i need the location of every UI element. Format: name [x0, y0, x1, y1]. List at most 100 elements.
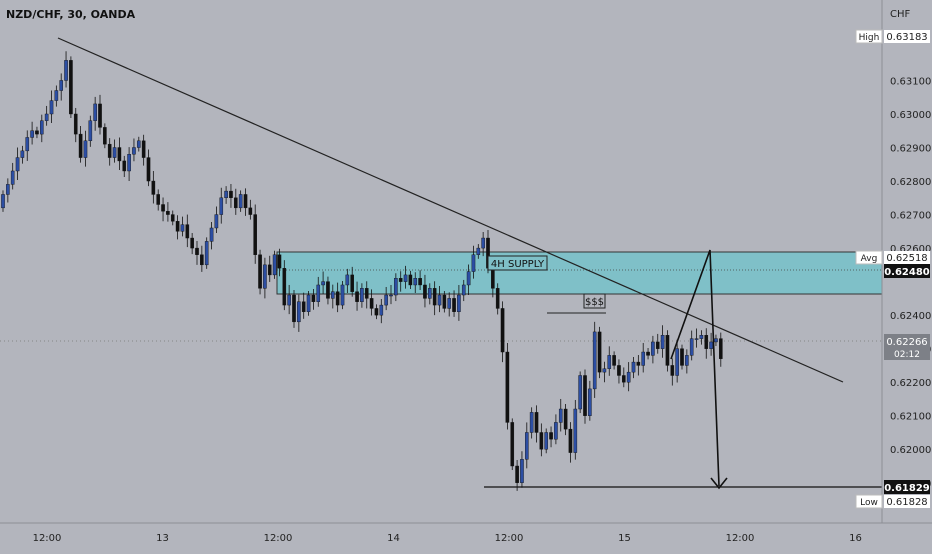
bearish-candle[interactable] — [670, 365, 675, 376]
bearish-candle[interactable] — [452, 298, 456, 312]
bullish-candle[interactable] — [631, 361, 636, 373]
bullish-candle[interactable] — [694, 338, 699, 340]
bullish-candle[interactable] — [127, 154, 131, 172]
bullish-candle[interactable] — [321, 281, 325, 286]
bearish-candle[interactable] — [355, 291, 359, 302]
bullish-candle[interactable] — [413, 278, 418, 286]
bearish-candle[interactable] — [103, 127, 107, 145]
bullish-candle[interactable] — [558, 408, 563, 423]
bearish-candle[interactable] — [432, 288, 437, 306]
bearish-candle[interactable] — [267, 264, 272, 276]
bearish-candle[interactable] — [233, 197, 238, 209]
bullish-candle[interactable] — [544, 432, 548, 450]
bullish-candle[interactable] — [238, 194, 243, 209]
bullish-candle[interactable] — [360, 288, 364, 302]
bearish-candle[interactable] — [107, 143, 112, 158]
bearish-candle[interactable] — [534, 412, 539, 433]
bearish-candle[interactable] — [170, 214, 175, 222]
bullish-candle[interactable] — [457, 294, 461, 312]
bullish-candle[interactable] — [15, 157, 20, 172]
bullish-candle[interactable] — [180, 224, 185, 232]
bullish-candle[interactable] — [714, 338, 718, 343]
bearish-candle[interactable] — [161, 204, 165, 212]
bullish-candle[interactable] — [30, 130, 34, 138]
bullish-candle[interactable] — [394, 278, 398, 296]
bearish-candle[interactable] — [122, 160, 127, 172]
bearish-candle[interactable] — [583, 375, 587, 416]
bullish-candle[interactable] — [306, 294, 311, 312]
bullish-candle[interactable] — [379, 304, 384, 316]
bearish-candle[interactable] — [568, 428, 573, 453]
bearish-candle[interactable] — [350, 274, 355, 292]
bullish-candle[interactable] — [83, 140, 88, 158]
bearish-candle[interactable] — [495, 288, 500, 309]
bullish-candle[interactable] — [573, 408, 578, 453]
time-axis[interactable]: 12:00 13 12:00 14 12:00 15 12:00 16 — [0, 522, 932, 544]
bullish-candle[interactable] — [331, 291, 335, 299]
bullish-candle[interactable] — [529, 412, 534, 433]
bearish-candle[interactable] — [622, 375, 626, 383]
bearish-candle[interactable] — [78, 133, 83, 158]
bullish-candle[interactable] — [476, 247, 481, 255]
bearish-candle[interactable] — [200, 254, 204, 266]
bullish-candle[interactable] — [481, 237, 485, 249]
bullish-candle[interactable] — [88, 120, 93, 142]
bearish-candle[interactable] — [35, 130, 39, 135]
bearish-candle[interactable] — [636, 361, 641, 366]
bullish-candle[interactable] — [44, 113, 49, 121]
bearish-candle[interactable] — [510, 422, 515, 467]
bearish-candle[interactable] — [195, 247, 199, 255]
bullish-candle[interactable] — [689, 338, 694, 356]
bearish-candle[interactable] — [277, 254, 282, 269]
bullish-candle[interactable] — [403, 274, 408, 282]
bullish-candle[interactable] — [578, 375, 582, 410]
bullish-candle[interactable] — [675, 348, 679, 376]
bullish-candle[interactable] — [709, 341, 713, 349]
bullish-candle[interactable] — [64, 60, 68, 81]
bearish-candle[interactable] — [515, 465, 519, 483]
bullish-candle[interactable] — [384, 294, 388, 306]
bearish-candle[interactable] — [680, 348, 684, 366]
bullish-candle[interactable] — [59, 80, 63, 91]
bullish-candle[interactable] — [461, 284, 466, 296]
bearish-candle[interactable] — [146, 157, 151, 182]
bullish-candle[interactable] — [54, 90, 59, 101]
bearish-candle[interactable] — [500, 308, 505, 353]
bullish-candle[interactable] — [112, 147, 117, 158]
bearish-candle[interactable] — [258, 254, 262, 289]
bullish-candle[interactable] — [520, 459, 524, 483]
bearish-candle[interactable] — [243, 194, 248, 209]
bearish-candle[interactable] — [69, 60, 73, 115]
bearish-candle[interactable] — [423, 284, 427, 299]
bearish-candle[interactable] — [292, 294, 296, 323]
bullish-candle[interactable] — [49, 100, 54, 115]
bullish-candle[interactable] — [1, 194, 5, 209]
bearish-candle[interactable] — [364, 288, 369, 299]
bearish-candle[interactable] — [491, 268, 495, 289]
bearish-candle[interactable] — [156, 194, 161, 205]
bullish-candle[interactable] — [214, 214, 219, 229]
bullish-candle[interactable] — [204, 241, 209, 266]
bearish-candle[interactable] — [719, 338, 723, 359]
bullish-candle[interactable] — [626, 371, 631, 383]
bearish-candle[interactable] — [418, 278, 422, 286]
bearish-candle[interactable] — [117, 147, 122, 162]
bullish-candle[interactable] — [588, 388, 592, 416]
bearish-candle[interactable] — [539, 432, 544, 450]
bearish-candle[interactable] — [301, 301, 306, 312]
bullish-candle[interactable] — [660, 335, 665, 349]
projection-path[interactable] — [670, 249, 720, 487]
bullish-candle[interactable] — [40, 120, 44, 135]
bullish-candle[interactable] — [466, 271, 471, 286]
bearish-candle[interactable] — [326, 281, 330, 299]
bullish-candle[interactable] — [602, 368, 607, 373]
bearish-candle[interactable] — [646, 351, 650, 356]
bullish-candle[interactable] — [525, 432, 529, 460]
bearish-candle[interactable] — [141, 140, 146, 158]
bearish-candle[interactable] — [549, 432, 553, 440]
bullish-candle[interactable] — [93, 103, 97, 121]
bullish-candle[interactable] — [20, 150, 25, 158]
bullish-candle[interactable] — [209, 227, 214, 242]
supply-zone[interactable] — [276, 251, 883, 295]
